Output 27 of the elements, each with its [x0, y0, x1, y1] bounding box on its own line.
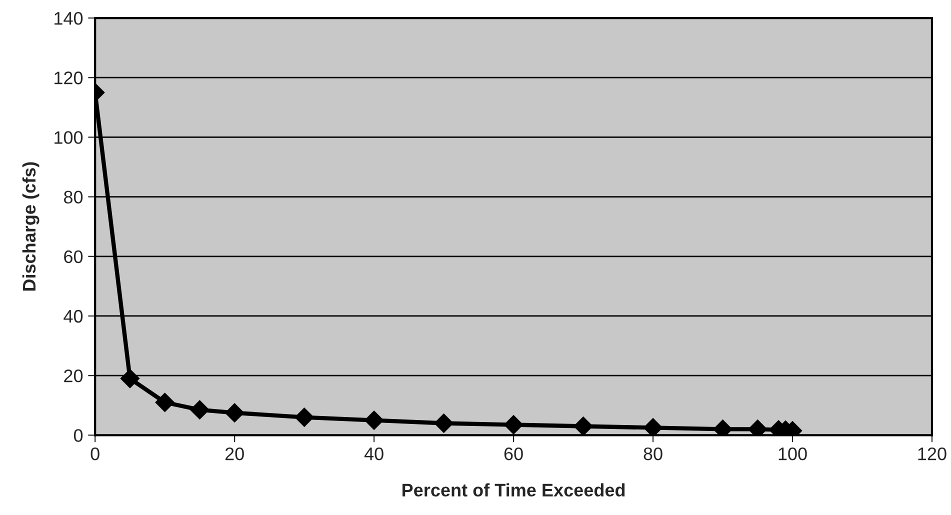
point: [225, 403, 244, 422]
point: [294, 408, 314, 427]
point: [574, 416, 593, 436]
x-tick-label: 100: [778, 447, 807, 460]
x-tick-label: 0: [90, 447, 100, 460]
y-tick-label: 100: [54, 131, 83, 144]
point: [155, 392, 174, 412]
y-tick-label: 60: [64, 250, 83, 264]
y-axis-title: Discharge (cfs): [22, 162, 40, 291]
y-tick-label: 20: [64, 370, 83, 382]
x-tick-label: 40: [364, 447, 384, 460]
point: [364, 410, 384, 430]
x-tick-label: 80: [644, 447, 662, 460]
y-tick-label: 80: [64, 190, 83, 204]
point: [190, 400, 210, 420]
point: [643, 418, 663, 436]
y-tick-label: 40: [64, 310, 83, 323]
point: [434, 414, 454, 433]
x-axis-title: Percent of Time Exceeded: [402, 483, 625, 497]
y-tick-label: 0: [74, 429, 83, 442]
point: [120, 369, 140, 388]
y-tick-label: 140: [54, 12, 83, 25]
x-tick-label: 20: [225, 447, 244, 460]
point: [504, 415, 524, 434]
x-tick-label: 60: [504, 447, 523, 460]
x-tick-label: 120: [918, 447, 946, 460]
y-tick-label: 120: [54, 72, 83, 84]
